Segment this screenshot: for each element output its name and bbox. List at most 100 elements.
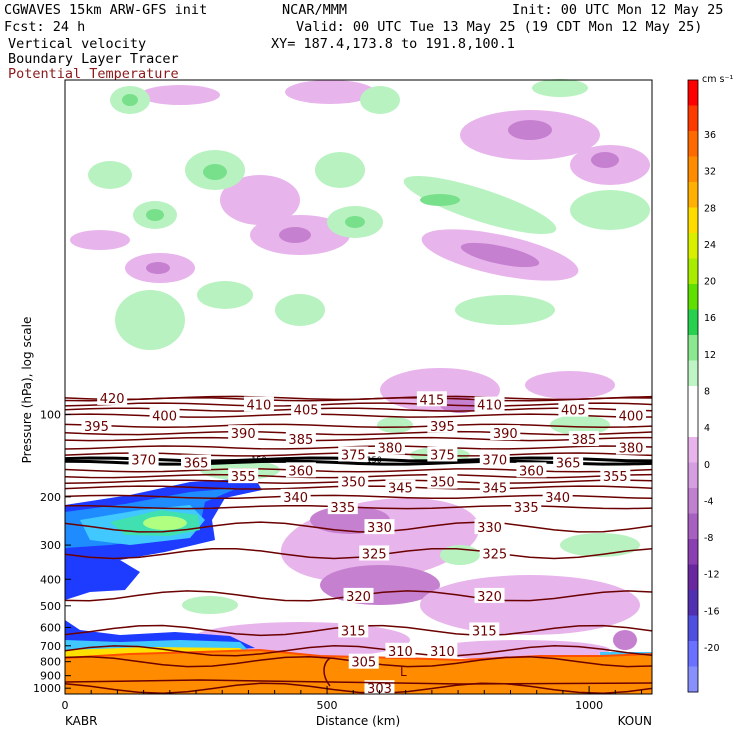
y-tick-label: 100 (40, 408, 61, 421)
theta-contour-label: 360 (288, 464, 313, 479)
theta-contour-label: 390 (493, 427, 518, 442)
start-station-label: KABR (65, 714, 97, 728)
contour-label-background (427, 642, 458, 658)
theta-contour-label: 320 (346, 590, 371, 605)
colorbar-units: cm s⁻¹ (702, 74, 733, 85)
theta-contour-label: 375 (430, 448, 455, 463)
theta-contour-label: 415 (419, 393, 444, 408)
y-tick-label: 400 (40, 573, 61, 586)
contour-label-background (416, 391, 447, 407)
colorbar-tick-label: 20 (704, 277, 716, 288)
updraft-region (88, 161, 132, 189)
colorbar-swatch (688, 386, 698, 412)
theta-contour-labels: 420 415 410 410 405 405 400 400 395 395 390 390 385 3… (81, 389, 647, 697)
theta-contour-label: 340 (283, 491, 308, 506)
downdraft-core (591, 152, 619, 168)
updraft-region (197, 281, 253, 309)
contour-label-background (474, 587, 505, 603)
contour-label-background (348, 653, 379, 669)
theta-contour-330 (64, 521, 653, 533)
contour-label-background (474, 396, 505, 412)
contour-label-background (553, 454, 584, 470)
theta-contour-label: 315 (472, 624, 497, 639)
colorbar-tick-label: 32 (704, 167, 716, 178)
theta-contour-label: 305 (351, 656, 376, 671)
colorbar-swatch (688, 284, 698, 310)
colorbar-swatch (688, 462, 698, 489)
y-tick-label: 900 (40, 670, 61, 683)
colorbar-swatch (688, 80, 698, 106)
colorbar-tick-label: 16 (704, 313, 716, 324)
colorbar-tick-label: -12 (704, 570, 720, 581)
downdraft-core (460, 242, 540, 268)
theta-contour-label: 303 (367, 682, 392, 697)
contour-label-background (343, 587, 374, 603)
contour-label-background (385, 479, 416, 495)
x-tick-label: 0 (62, 699, 69, 712)
plot-area: 420 415 410 410 405 405 400 400 395 395 390 390 385 3… (64, 79, 653, 697)
theta-contour-label: 420 (100, 392, 125, 407)
theta-contour-label: 355 (231, 470, 256, 485)
contour-label-background (97, 389, 128, 405)
colorbar-swatch (688, 258, 698, 285)
contour-label-background (616, 439, 647, 455)
updraft-region (440, 545, 480, 565)
y-tick-label: 500 (40, 600, 61, 613)
section-endpoints: XY= 187.4,173.8 to 191.8,100.1 (271, 36, 515, 52)
theta-contour-label: 370 (131, 453, 156, 468)
colorbar-swatch (688, 360, 698, 387)
theta-contour-label: 380 (378, 441, 403, 456)
contour-label-background (359, 545, 390, 561)
contour-label-background (181, 454, 212, 470)
theta-contour-label: 340 (545, 491, 570, 506)
x-axis-label: Distance (km) (316, 714, 400, 728)
updraft-core (203, 164, 227, 180)
init-time: Init: 00 UTC Mon 12 May 25 (512, 2, 723, 18)
colorbar-tick-label: -8 (704, 533, 713, 544)
contour-label-background (516, 462, 547, 478)
contour-label-background (338, 473, 369, 489)
theta-contour-label: 410 (477, 399, 502, 414)
contour-label-background (385, 642, 416, 658)
updraft-core (146, 209, 164, 221)
contour-label-background (427, 446, 458, 462)
theta-contour-335 (65, 504, 653, 510)
institution: NCAR/MMM (282, 2, 347, 18)
theta-contour-label: 410 (247, 399, 272, 414)
theta-contour-label: 345 (482, 482, 507, 497)
contour-label-background (280, 488, 311, 504)
theta-contour-303 (64, 682, 653, 694)
downdraft-region (140, 85, 220, 105)
colorbar-swatch (688, 233, 698, 259)
forecast-hour: Fcst: 24 h (4, 19, 85, 35)
contour-label-background (558, 401, 589, 417)
colorbar-swatch (688, 615, 698, 642)
downdraft-core (613, 630, 637, 650)
colorbar-swatch (688, 666, 698, 693)
colorbar-frame (687, 79, 699, 693)
colorbar-swatch (688, 105, 698, 132)
contour-label-background (338, 622, 369, 638)
downdraft-region (70, 230, 130, 250)
colorbar-swatch (688, 488, 698, 514)
contour-label-background (600, 468, 631, 484)
updraft-region (455, 295, 555, 325)
updraft-core (420, 194, 460, 206)
theta-contour-label: 330 (367, 521, 392, 536)
updraft-region (360, 86, 400, 114)
theta-contour-label: 365 (556, 457, 581, 472)
field-vertical-velocity: Vertical velocity (8, 36, 146, 52)
contour-label-background (291, 401, 322, 417)
colorbar-swatch (688, 539, 698, 565)
updraft-region (403, 175, 557, 235)
downdraft-region (525, 371, 615, 399)
y-tick-label: 800 (40, 656, 61, 669)
theta-contour-label: 315 (341, 624, 366, 639)
colorbar-tick-label: 4 (704, 423, 710, 434)
colorbar-swatch (688, 641, 698, 667)
vertical-velocity-negative (70, 80, 650, 660)
theta-contour-label: 395 (430, 420, 455, 435)
theta-contour-label: 325 (482, 547, 507, 562)
tracer-core (143, 516, 187, 530)
